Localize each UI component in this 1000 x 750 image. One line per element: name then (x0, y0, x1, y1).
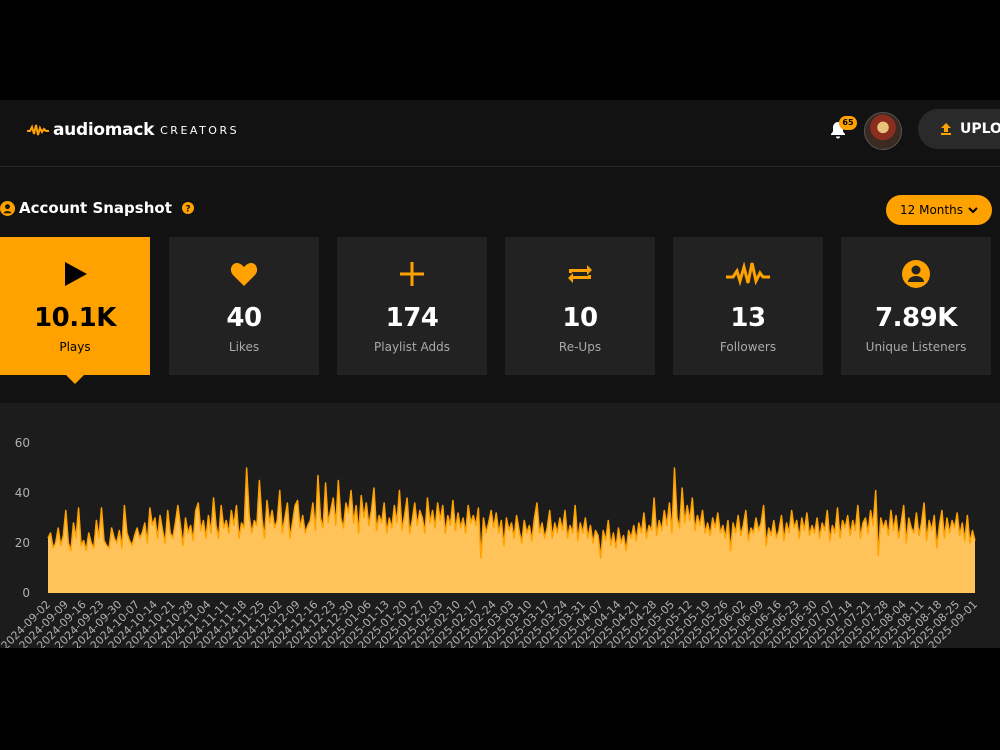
y-tick-label: 40 (15, 486, 30, 500)
stat-value: 40 (226, 303, 262, 333)
stat-label: Unique Listeners (865, 340, 967, 354)
chart: 02040602024-09-022024-09-092024-09-16202… (0, 436, 980, 648)
range-dropdown[interactable]: 12 Months (886, 195, 992, 225)
chevron (968, 207, 978, 214)
range-label: 12 Months (900, 203, 963, 217)
stat-value: 10 (562, 303, 598, 333)
stat-card[interactable]: 7.89K Unique Listeners (841, 237, 991, 375)
chart-panel: 0 20 40 60 2024-09-02 2024-09-09 2024-09-16 202… (0, 403, 1000, 648)
section-title: Account Snapshot ? (0, 199, 194, 217)
logo[interactable]: audiomack CREATORS (27, 120, 239, 140)
active-pointer (66, 375, 84, 384)
app: audiomack CREATORS 65 UPLOAD Account Sna… (0, 100, 1000, 648)
user-icon (0, 200, 15, 216)
logo-text: audiomack (53, 120, 155, 140)
stat-card[interactable]: 40 Likes (169, 237, 319, 375)
stat-label: Playlist Adds (374, 340, 450, 354)
header: audiomack CREATORS 65 UPLOAD (0, 100, 1000, 167)
y-tick-label: 0 (22, 586, 30, 600)
stat-label: Re-Ups (558, 340, 602, 354)
listener-icon (902, 260, 930, 288)
stat-card[interactable]: 10.1K Plays (0, 237, 150, 375)
follower-icon (726, 261, 770, 287)
stat-label: Likes (228, 340, 260, 354)
line (47, 467, 976, 559)
stat-value: 174 (385, 303, 439, 333)
notification-badge: 65 (839, 116, 857, 130)
logo-icon (27, 124, 49, 136)
logo-sub: CREATORS (160, 123, 240, 137)
section-title-text: Account Snapshot (19, 199, 172, 217)
stat-value: 10.1K (34, 303, 116, 333)
stat-value: 7.89K (875, 303, 957, 333)
play-icon (65, 262, 87, 286)
upload-label: UPLOAD (960, 121, 1000, 137)
heart-icon (230, 263, 258, 286)
y-tick-label: 20 (15, 536, 30, 550)
avatar[interactable] (864, 112, 902, 150)
stat-value: 13 (730, 303, 766, 333)
stat-card[interactable]: 174 Playlist Adds (337, 237, 487, 375)
plus-icon (400, 262, 424, 286)
stat-label: Followers (719, 340, 777, 354)
svg-text:?: ? (185, 205, 190, 215)
stat-label: Plays (59, 340, 91, 354)
stat-card[interactable]: 10 Re-Ups (505, 237, 655, 375)
reup-icon (568, 265, 592, 283)
upload-button[interactable]: UPLOAD (918, 109, 1000, 149)
stat-card[interactable]: 13 Followers (673, 237, 823, 375)
upload-icon (941, 123, 951, 135)
y-tick-label: 60 (15, 436, 30, 450)
help-icon[interactable]: ? (181, 202, 194, 215)
